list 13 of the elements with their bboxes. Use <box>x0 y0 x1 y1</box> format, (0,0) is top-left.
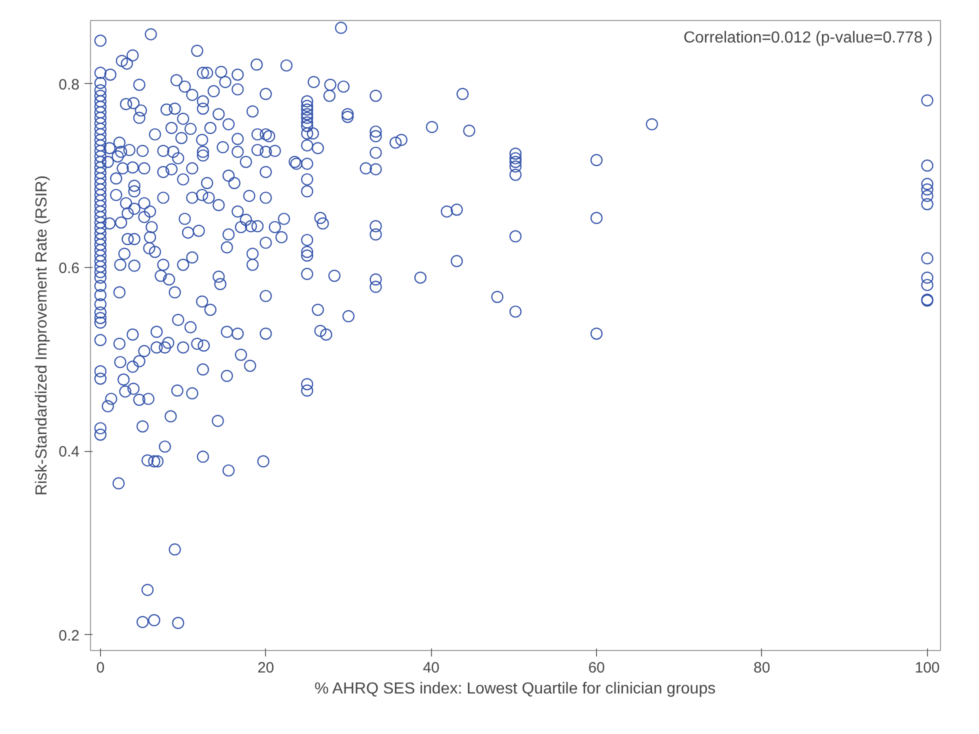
x-tick-label: 0 <box>96 660 105 676</box>
x-tick-label: 60 <box>588 660 605 676</box>
y-axis-title: Risk-Standardized Improvement Rate (RSIR) <box>34 175 51 496</box>
x-tick-label: 20 <box>257 660 274 676</box>
x-tick-label: 100 <box>914 660 940 676</box>
y-tick-label: 0.8 <box>58 76 80 94</box>
y-tick-label: 0.6 <box>58 260 80 278</box>
y-tick-label: 0.2 <box>58 627 80 644</box>
x-tick-label: 80 <box>754 660 770 676</box>
x-tick-label: 40 <box>422 660 440 676</box>
x-axis-title: % AHRQ SES index: Lowest Quartile for clinician groups <box>314 680 716 698</box>
y-tick-label: 0.4 <box>58 444 80 461</box>
annotation: Correlation=0.012 (p-value=0.778 ) <box>683 30 932 46</box>
